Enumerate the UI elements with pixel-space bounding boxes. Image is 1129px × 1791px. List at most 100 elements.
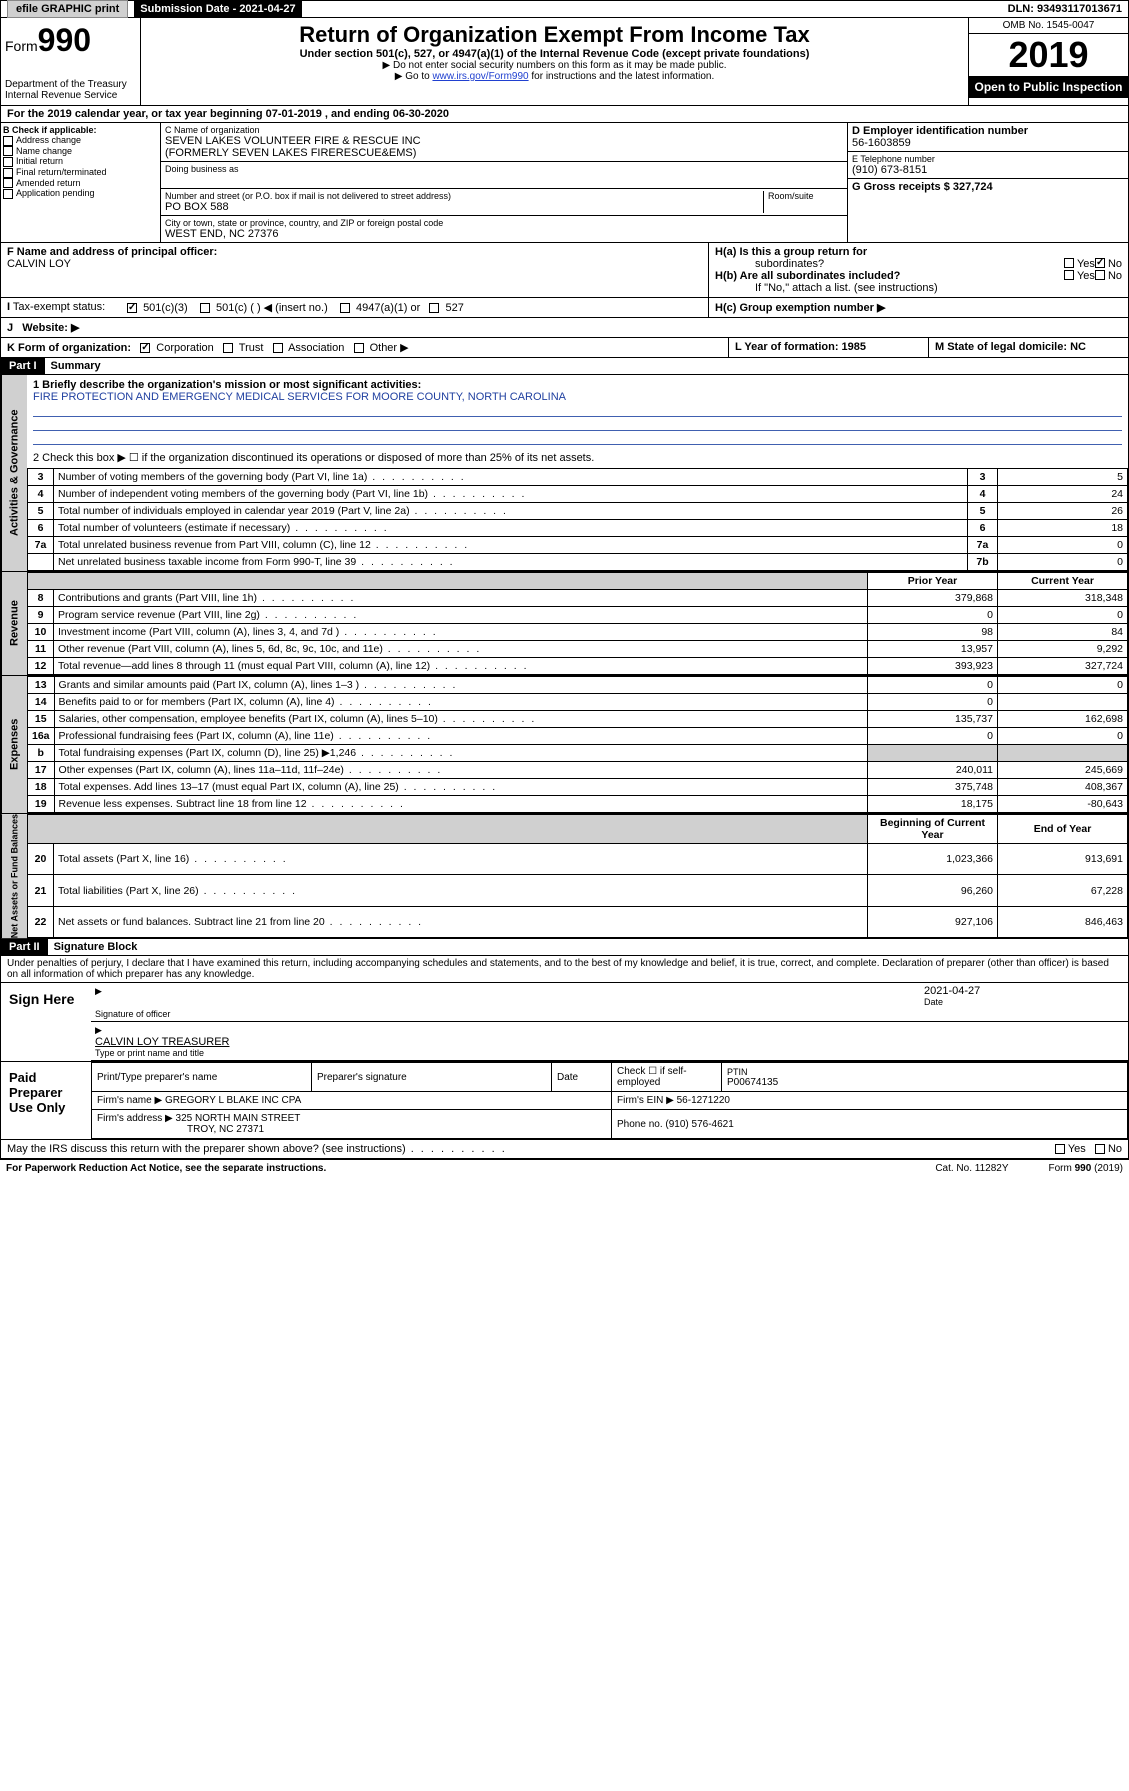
efile-print-button[interactable]: efile GRAPHIC print [7,0,128,18]
footer: For Paperwork Reduction Act Notice, see … [0,1159,1129,1177]
tab-revenue: Revenue [1,572,27,675]
org-name-label: C Name of organization [165,125,843,135]
h-c: H(c) Group exemption number ▶ [708,298,1128,317]
part1-header: Part I Summary [0,358,1129,375]
form-number: Form990 [5,22,136,59]
governance-table: 3Number of voting members of the governi… [27,468,1128,571]
state-domicile: M State of legal domicile: NC [928,338,1128,357]
q2-label: 2 Check this box ▶ ☐ if the organization… [33,451,1122,464]
cat-number: Cat. No. 11282Y [935,1163,1008,1174]
top-bar: efile GRAPHIC print Submission Date - 20… [0,0,1129,18]
chk-trust[interactable] [223,343,233,353]
org-name: SEVEN LAKES VOLUNTEER FIRE & RESCUE INC [165,135,843,147]
ssn-note: ▶ Do not enter social security numbers o… [145,60,964,71]
year-formation: L Year of formation: 1985 [728,338,928,357]
chk-final-return[interactable]: Final return/terminated [3,167,158,178]
paid-preparer-label: Paid Preparer Use Only [1,1062,91,1139]
tax-exempt-row: I Tax-exempt status: 501(c)(3) 501(c) ( … [0,298,1129,318]
section-bcd: B Check if applicable: Address change Na… [0,123,1129,243]
net-assets-table: Beginning of Current YearEnd of Year 20T… [27,814,1128,938]
org-formerly: (FORMERLY SEVEN LAKES FIRERESCUE&EMS) [165,147,843,159]
org-address: PO BOX 588 [165,201,763,213]
open-public-badge: Open to Public Inspection [969,76,1128,98]
chk-501c[interactable] [200,303,210,313]
instructions-link[interactable]: www.irs.gov/Form990 [432,71,528,82]
expenses-table: 13Grants and similar amounts paid (Part … [27,676,1128,813]
signature-block: Sign Here Signature of officer 2021-04-2… [0,983,1129,1062]
chk-other[interactable] [354,343,364,353]
part2-header: Part II Signature Block [0,939,1129,956]
h-a: H(a) Is this a group return for [715,246,1122,258]
ptin-value: P00674135 [727,1077,1122,1088]
officer-name-title: CALVIN LOY TREASURER [95,1036,1124,1048]
mission-text: FIRE PROTECTION AND EMERGENCY MEDICAL SE… [33,391,1122,403]
chk-address-change[interactable]: Address change [3,135,158,146]
firm-name: GREGORY L BLAKE INC CPA [165,1095,301,1106]
h-b-note: If "No," attach a list. (see instruction… [715,282,1122,294]
chk-initial-return[interactable]: Initial return [3,156,158,167]
preparer-sig-label: Preparer's signature [312,1063,552,1092]
city-label: City or town, state or province, country… [165,218,843,228]
tab-expenses: Expenses [1,676,27,813]
sig-date: 2021-04-27 [924,985,1124,997]
name-title-label: Type or print name and title [95,1048,1124,1058]
self-employed-check[interactable]: Check ☐ if self-employed [612,1063,722,1092]
form-subtitle: Under section 501(c), 527, or 4947(a)(1)… [145,48,964,60]
chk-501c3[interactable] [127,303,137,313]
gross-receipts: G Gross receipts $ 327,724 [848,179,1128,195]
sig-date-label: Date [924,997,1124,1007]
jurat-text: Under penalties of perjury, I declare th… [0,956,1129,983]
firm-phone: (910) 576-4621 [665,1119,733,1130]
q1-label: 1 Briefly describe the organization's mi… [33,379,1122,391]
org-city: WEST END, NC 27376 [165,228,843,240]
chk-4947[interactable] [340,303,350,313]
form-footer: Form 990 (2019) [1049,1163,1123,1174]
klm-row: K Form of organization: Corporation Trus… [0,338,1129,358]
chk-name-change[interactable]: Name change [3,146,158,157]
chk-association[interactable] [273,343,283,353]
dba-label: Doing business as [165,164,843,174]
chk-corporation[interactable] [140,343,150,353]
firm-addr2: TROY, NC 27371 [97,1124,264,1135]
ein-value: 56-1603859 [852,137,1124,149]
dept-label: Department of the Treasury [5,79,136,90]
discuss-row: May the IRS discuss this return with the… [0,1140,1129,1159]
form-title: Return of Organization Exempt From Incom… [145,22,964,48]
tax-year: 2019 [969,34,1128,76]
section-b-label: B Check if applicable: [3,125,158,135]
phone-value: (910) 673-8151 [852,164,1124,176]
tax-period: For the 2019 calendar year, or tax year … [0,106,1129,123]
form-header: Form990 Department of the Treasury Inter… [0,18,1129,106]
revenue-table: Prior YearCurrent Year 8Contributions an… [27,572,1128,675]
chk-application-pending[interactable]: Application pending [3,188,158,199]
room-label: Room/suite [763,191,843,213]
irs-label: Internal Revenue Service [5,90,136,101]
ein-label: D Employer identification number [852,125,1124,137]
website-row: J Website: ▶ [0,318,1129,338]
officer-name: CALVIN LOY [7,258,702,270]
firm-ein: 56-1271220 [677,1095,730,1106]
omb-number: OMB No. 1545-0047 [969,18,1128,34]
tax-exempt-label: I Tax-exempt status: [1,298,121,317]
paid-preparer-block: Paid Preparer Use Only Print/Type prepar… [0,1062,1129,1140]
preparer-date-label: Date [552,1063,612,1092]
submission-date: Submission Date - 2021-04-27 [134,1,301,17]
dln: DLN: 93493117013671 [1002,1,1128,17]
instructions-note: ▶ Go to www.irs.gov/Form990 for instruct… [145,71,964,82]
preparer-name-label: Print/Type preparer's name [92,1063,312,1092]
discuss-no[interactable] [1095,1144,1105,1154]
officer-label: F Name and address of principal officer: [7,246,702,258]
pra-notice: For Paperwork Reduction Act Notice, see … [6,1163,326,1174]
sign-here-label: Sign Here [1,983,91,1061]
addr-label: Number and street (or P.O. box if mail i… [165,191,763,201]
chk-527[interactable] [429,303,439,313]
section-fh: F Name and address of principal officer:… [0,243,1129,298]
phone-label: E Telephone number [852,154,1124,164]
firm-addr1: 325 NORTH MAIN STREET [176,1113,301,1124]
tab-governance: Activities & Governance [1,375,27,571]
tab-net-assets: Net Assets or Fund Balances [1,814,27,938]
discuss-yes[interactable] [1055,1144,1065,1154]
website-label: J Website: ▶ [1,318,85,337]
chk-amended-return[interactable]: Amended return [3,178,158,189]
sig-officer-label: Signature of officer [95,1009,924,1019]
